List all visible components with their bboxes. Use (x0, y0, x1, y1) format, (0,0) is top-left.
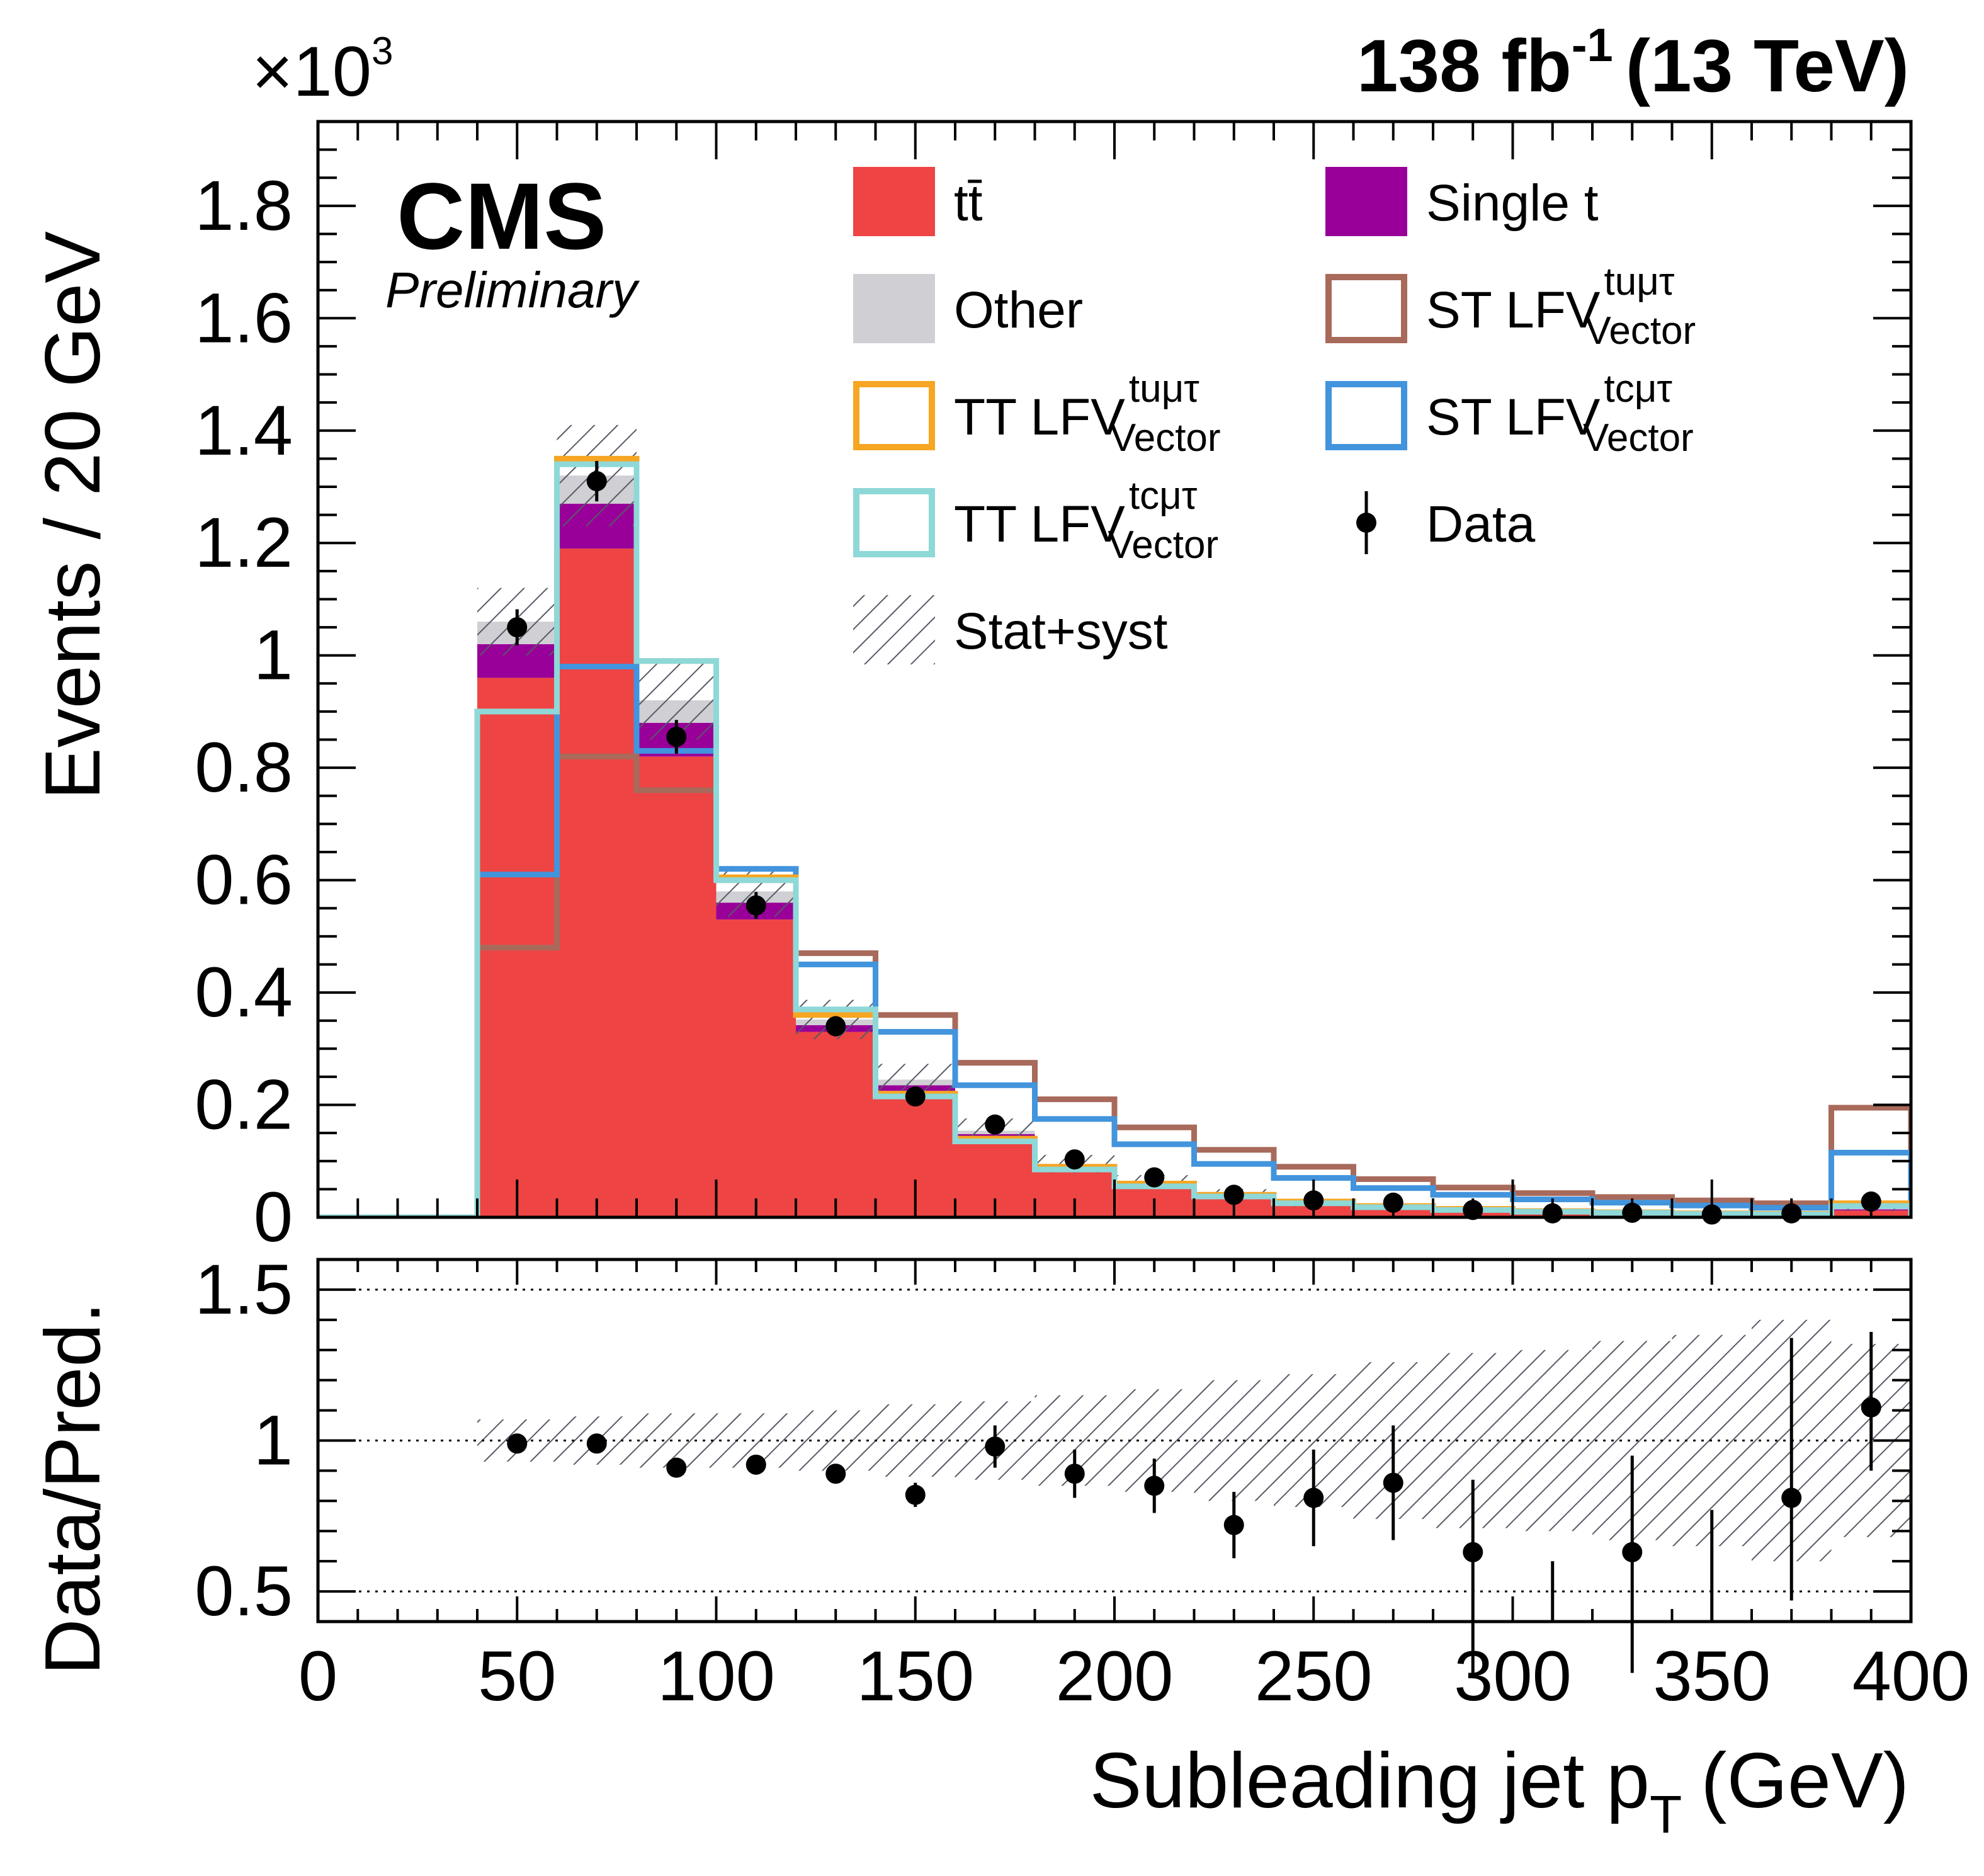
y-tick-label: 0 (254, 1178, 293, 1256)
data-point (1223, 1185, 1244, 1205)
data-point (1144, 1167, 1165, 1188)
legend-swatch (853, 274, 935, 343)
legend-label: Stat+syst (954, 603, 1168, 660)
ratio-data-point (745, 1454, 766, 1475)
legend-swatch (853, 488, 935, 557)
x-tick-label: 200 (1056, 1637, 1174, 1715)
y-tick-label: 0.6 (195, 841, 293, 919)
y-tick-label: 1.4 (195, 391, 293, 470)
ratio-data-point (1622, 1542, 1643, 1562)
ratio-data-points (507, 1332, 1881, 1673)
data-point (745, 895, 766, 916)
data-point (507, 617, 528, 638)
ratio-data-point (985, 1436, 1006, 1457)
legend-swatch (1325, 274, 1407, 343)
y-tick-label: 1.8 (195, 166, 293, 245)
legend-swatch (853, 167, 935, 236)
legend-swatch (853, 595, 935, 664)
y-tick-label: 1 (254, 616, 293, 695)
ratio-data-point (825, 1464, 846, 1484)
ratio-data-point (1303, 1487, 1324, 1508)
ratio-band-bin (1194, 1380, 1274, 1501)
cms-label: CMS (397, 163, 606, 269)
ratio-y-tick-label: 1.5 (195, 1250, 293, 1329)
stack-bar-tt (716, 919, 796, 1217)
y-tick-label: 1.6 (195, 278, 293, 357)
legend-label: Data (1426, 496, 1536, 553)
x-tick-label: 0 (298, 1637, 337, 1715)
main-panel: 0 0.2 0.4 0.6 0.8 1 1.2 1.4 1.6 1.8 CMS Prelimina… (30, 120, 1913, 1256)
legend-label: ST LFVtcμτ Vector (1426, 367, 1694, 460)
ratio-data-point (1064, 1464, 1085, 1484)
data-point (905, 1086, 926, 1107)
legend-swatch (1356, 513, 1376, 533)
legend-label: TT LFVtcμτ Vector (954, 474, 1218, 567)
x-tick-label: 250 (1255, 1637, 1373, 1715)
y-tick-label: 0.2 (195, 1066, 293, 1144)
y-tick-label: 0.4 (195, 953, 293, 1032)
legend-swatch (1325, 167, 1407, 236)
data-point (666, 727, 687, 748)
ratio-data-point (1223, 1515, 1244, 1535)
luminosity-label: 138 fb-1 (13 TeV) (1357, 19, 1909, 108)
ratio-panel: 0.5 1 1.5 Data/Pred. (30, 1250, 1913, 1675)
legend-label: ST LFVtuμτ Vector (1426, 260, 1696, 353)
y-tick-label: 1.2 (195, 503, 293, 582)
legend-swatch (1325, 381, 1407, 450)
ratio-band-bin (875, 1404, 955, 1477)
data-point (586, 471, 607, 492)
data-point (825, 1016, 846, 1037)
x-tick-label: 350 (1653, 1637, 1771, 1715)
stack-bar-tt (796, 1032, 876, 1217)
main-axis-ticks: 0 0.2 0.4 0.6 0.8 1 1.2 1.4 1.6 1.8 (195, 120, 1912, 1256)
x-tick-label: 300 (1454, 1637, 1572, 1715)
legend-swatch (853, 381, 935, 450)
legend-label: Other (954, 281, 1083, 339)
legend-label: tt̄ (954, 174, 983, 232)
x-tick-label: 150 (856, 1637, 974, 1715)
data-point (1064, 1149, 1085, 1170)
x-tick-label: 50 (478, 1637, 557, 1715)
ratio-y-tick-label: 1 (254, 1401, 293, 1480)
ratio-axis-ticks: 0.5 1 1.5 (195, 1250, 1912, 1630)
y-tick-label: 0.8 (195, 728, 293, 807)
preliminary-label: Preliminary (385, 262, 640, 318)
ratio-data-point (905, 1484, 926, 1505)
ratio-data-point (1781, 1487, 1802, 1508)
legend-label: TT LFVtuμτ Vector (954, 367, 1221, 460)
ratio-data-point (586, 1433, 607, 1454)
x-tick-label: 400 (1852, 1637, 1970, 1715)
ratio-data-point (1861, 1397, 1881, 1418)
stack-bar-tt (637, 756, 717, 1217)
x-axis-label: Subleading jet pT (GeV) (1090, 1737, 1909, 1844)
data-point (985, 1114, 1006, 1135)
x-tick-label: 100 (657, 1637, 775, 1715)
ratio-data-point (1144, 1475, 1165, 1496)
stack-bar-tt (557, 549, 637, 1217)
ratio-y-tick-label: 0.5 (195, 1552, 293, 1630)
ratio-data-point (1383, 1472, 1403, 1493)
x-axis-tick-labels: 0 50 100 150 200 250 300 350 400 (298, 1637, 1970, 1715)
ratio-data-point (1463, 1542, 1483, 1562)
y-axis-label: Events / 20 GeV (30, 231, 116, 800)
legend-label: Single t (1426, 174, 1599, 232)
ratio-reference-lines (318, 1288, 1911, 1593)
ratio-y-axis-label: Data/Pred. (30, 1302, 116, 1675)
legend: tt̄ Single t Other ST LFVtuμτ Vector TT LFVtu… (853, 167, 1696, 664)
ratio-data-point (507, 1433, 528, 1454)
exponent-label: ×103 (252, 30, 393, 111)
ratio-data-point (666, 1457, 687, 1478)
background-stack (477, 475, 1911, 1217)
